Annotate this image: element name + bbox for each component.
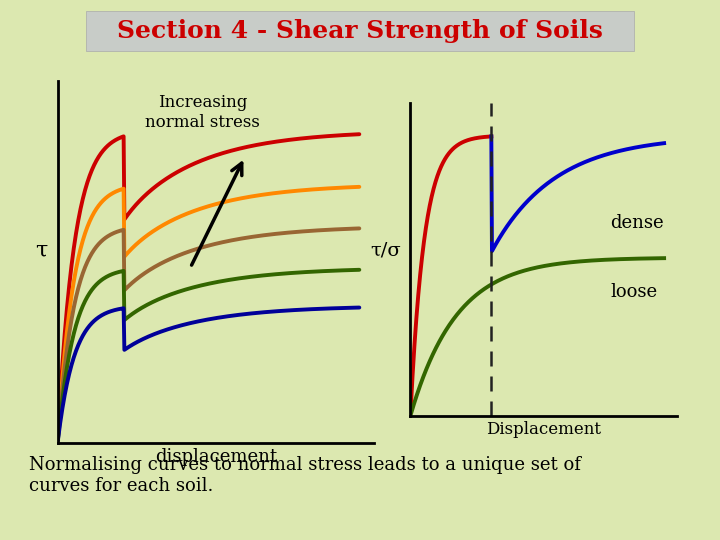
FancyBboxPatch shape <box>86 11 634 51</box>
Text: Increasing
normal stress: Increasing normal stress <box>145 94 260 131</box>
Text: dense: dense <box>610 214 664 232</box>
X-axis label: Displacement: Displacement <box>486 421 601 438</box>
Text: Section 4 - Shear Strength of Soils: Section 4 - Shear Strength of Soils <box>117 19 603 43</box>
Y-axis label: τ: τ <box>35 240 47 262</box>
Text: Normalising curves to normal stress leads to a unique set of
curves for each soi: Normalising curves to normal stress lead… <box>29 456 580 495</box>
Text: loose: loose <box>610 283 657 301</box>
X-axis label: displacement: displacement <box>155 448 277 467</box>
Y-axis label: τ/σ: τ/σ <box>370 241 401 259</box>
